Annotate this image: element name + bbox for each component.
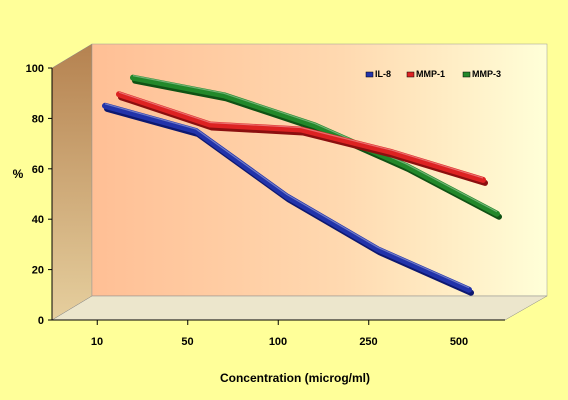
series-line-highlight (104, 103, 470, 289)
x-tick-label: 50 (181, 336, 193, 348)
legend-swatch (462, 71, 471, 78)
y-tick-label: 40 (32, 214, 44, 226)
legend-swatch (406, 71, 415, 78)
y-tick-label: 0 (38, 315, 44, 327)
legend-label: MMP-3 (472, 69, 501, 79)
legend-swatch (365, 71, 374, 78)
legend: IL-8 MMP-1 MMP-3 (365, 69, 501, 79)
series-il-8-line (102, 102, 474, 296)
y-tick-label: 80 (32, 113, 44, 125)
y-axis-title: % (13, 167, 24, 181)
legend-label: IL-8 (375, 69, 391, 79)
y-tick-label: 100 (26, 63, 44, 75)
series-mmp-1-line (116, 91, 488, 186)
side-wall (51, 43, 93, 321)
x-tick-label: 10 (91, 336, 103, 348)
series-mmp-3-line (130, 74, 502, 220)
legend-label: MMP-1 (416, 69, 445, 79)
floor (51, 295, 548, 321)
x-tick-label: 250 (359, 336, 377, 348)
y-tick-label: 20 (32, 265, 44, 277)
x-tick-label: 100 (269, 336, 287, 348)
series-line-highlight (132, 75, 498, 213)
series-line-highlight (118, 91, 484, 179)
x-axis-title: Concentration (microg/ml) (220, 371, 370, 385)
y-tick-label: 60 (32, 164, 44, 176)
x-tick-label: 500 (450, 336, 468, 348)
